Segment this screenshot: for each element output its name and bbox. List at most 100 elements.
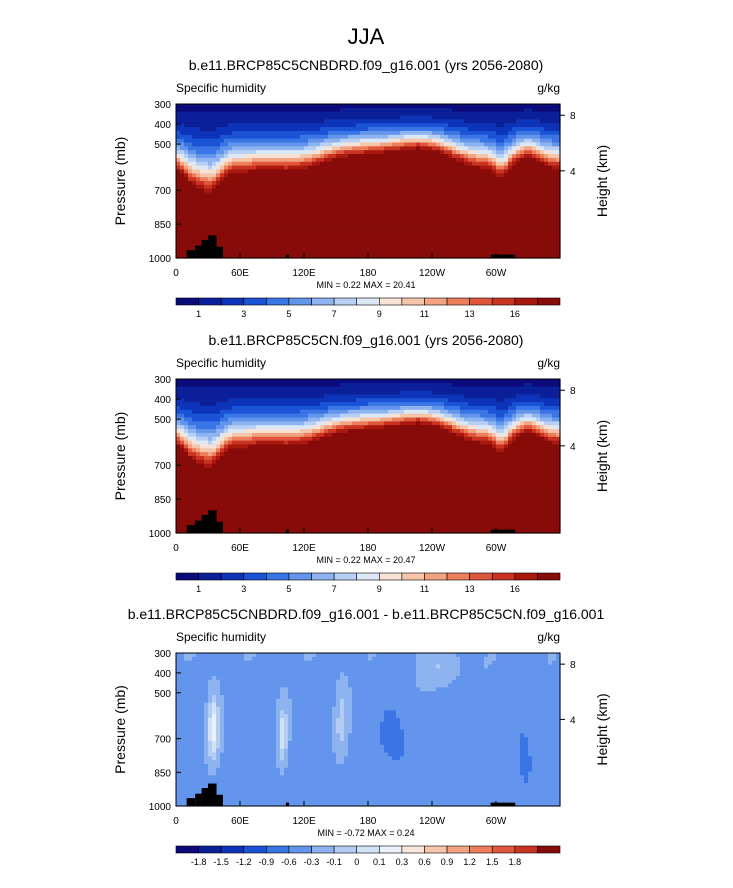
pressure-axis: 300 400 500 700 850 1000: [149, 375, 181, 540]
colorbar-swatch: [537, 297, 561, 306]
height-axis-label: Height (km): [594, 145, 610, 217]
pressure-tick-label: 400: [154, 395, 171, 406]
colorbar-swatch: [266, 845, 290, 854]
colorbar-swatch: [243, 572, 267, 581]
longitude-tick-label: 0: [173, 816, 179, 827]
colorbar-label: 0.1: [373, 857, 386, 867]
colorbar-swatch: [175, 297, 199, 306]
colorbar-swatch: [378, 572, 403, 581]
field-label: Specific humidity: [176, 630, 266, 644]
longitude-tick-label: 60E: [231, 268, 249, 279]
colorbar-label: -0.6: [281, 857, 297, 867]
colorbar-label: 9: [377, 584, 382, 594]
pressure-axis-label: Pressure (mb): [112, 137, 128, 226]
colorbar-swatch: [514, 572, 538, 581]
pressure-axis-label: Pressure (mb): [112, 685, 128, 774]
panel-title: b.e11.BRCP85C5CN.f09_g16.001 (yrs 2056-2…: [209, 332, 524, 348]
pressure-tick-label: 1000: [149, 802, 172, 813]
colorbar-swatch: [175, 572, 199, 581]
colorbar: 1 3 5 7 9 11 13 16: [175, 297, 561, 319]
pressure-tick-label: 300: [154, 100, 171, 111]
longitude-tick-label: 60W: [486, 816, 507, 827]
longitude-tick-label: 120E: [292, 268, 316, 279]
pressure-tick-label: 300: [154, 649, 171, 660]
colorbar-swatch: [378, 845, 403, 854]
units-label: g/kg: [537, 81, 560, 95]
longitude-tick-label: 0: [173, 543, 179, 554]
colorbar-label: -0.3: [304, 857, 320, 867]
colorbar-swatch: [198, 845, 222, 854]
units-label: g/kg: [537, 630, 560, 644]
colorbar-swatch: [514, 845, 538, 854]
longitude-tick-label: 180: [360, 543, 377, 554]
longitude-axis: 0 60E 120E 180 120W 60W: [173, 253, 507, 279]
colorbar-swatch: [243, 297, 267, 306]
height-axis: 84: [560, 660, 576, 726]
pressure-tick-label: 700: [154, 186, 171, 197]
longitude-axis: 0 60E 120E 180 120W 60W: [173, 528, 507, 554]
colorbar-swatch: [288, 845, 312, 854]
colorbar-label: 5: [286, 309, 291, 319]
colorbar-swatch: [311, 572, 335, 581]
pressure-tick-label: 500: [154, 415, 171, 426]
colorbar-swatch: [514, 297, 538, 306]
colorbar-label: 0.9: [441, 857, 454, 867]
height-tick-label: 4: [570, 167, 576, 178]
colorbar-label: -0.9: [259, 857, 275, 867]
colorbar-swatch: [446, 297, 470, 306]
min-max-label: MIN = -0.72 MAX = 0.24: [317, 828, 414, 838]
longitude-tick-label: 120W: [419, 816, 446, 827]
colorbar-label: 7: [332, 584, 337, 594]
pressure-tick-label: 700: [154, 735, 171, 746]
colorbar-label: 1: [196, 309, 201, 319]
height-tick-label: 8: [570, 660, 576, 671]
colorbar: 1 3 5 7 9 11 13 16: [175, 572, 561, 594]
colorbar-label: 3: [241, 309, 246, 319]
colorbar-swatch: [243, 845, 267, 854]
pressure-tick-label: 400: [154, 120, 171, 131]
colorbar-label: 11: [420, 584, 429, 594]
units-label: g/kg: [537, 356, 560, 370]
pressure-tick-label: 850: [154, 495, 171, 506]
colorbar-label: -1.2: [236, 857, 252, 867]
longitude-tick-label: 180: [360, 816, 377, 827]
panel-1: b.e11.BRCP85C5CNBDRD.f09_g16.001 (yrs 20…: [112, 57, 610, 319]
terrain-mask: [186, 235, 516, 258]
colorbar-swatch: [446, 845, 470, 854]
colorbar-swatch: [220, 572, 245, 581]
longitude-tick-label: 180: [360, 268, 377, 279]
pressure-tick-label: 500: [154, 140, 171, 151]
min-max-label: MIN = 0.22 MAX = 20.47: [316, 555, 415, 565]
height-axis-label: Height (km): [594, 693, 610, 765]
colorbar-label: -1.8: [191, 857, 207, 867]
colorbar-label: 3: [241, 584, 246, 594]
contour-field: [176, 379, 561, 534]
colorbar-swatch: [424, 297, 448, 306]
height-tick-label: 4: [570, 442, 576, 453]
longitude-tick-label: 120E: [292, 816, 316, 827]
colorbar-swatch: [198, 297, 222, 306]
longitude-tick-label: 120W: [419, 268, 446, 279]
min-max-label: MIN = 0.22 MAX = 20.41: [316, 280, 415, 290]
colorbar-swatch: [220, 297, 245, 306]
pressure-tick-label: 500: [154, 689, 171, 700]
colorbar-swatch: [446, 572, 470, 581]
colorbar-label: -1.5: [213, 857, 229, 867]
colorbar: -1.8 -1.5 -1.2 -0.9 -0.6 -0.3 -0.1 0 0.1 0.3 0.6 0.…: [175, 845, 561, 867]
longitude-tick-label: 60E: [231, 816, 249, 827]
colorbar-label: 1.5: [486, 857, 499, 867]
longitude-tick-label: 0: [173, 268, 179, 279]
colorbar-swatch: [491, 572, 516, 581]
colorbar-swatch: [356, 572, 380, 581]
colorbar-swatch: [424, 572, 448, 581]
longitude-tick-label: 120E: [292, 543, 316, 554]
field-label: Specific humidity: [176, 356, 266, 370]
pressure-axis-label: Pressure (mb): [112, 412, 128, 501]
colorbar-swatch: [491, 297, 516, 306]
colorbar-label: 0: [354, 857, 359, 867]
colorbar-swatch: [333, 572, 358, 581]
height-axis: 84: [560, 386, 576, 453]
colorbar-swatch: [198, 572, 222, 581]
colorbar-label: 1.8: [509, 857, 522, 867]
